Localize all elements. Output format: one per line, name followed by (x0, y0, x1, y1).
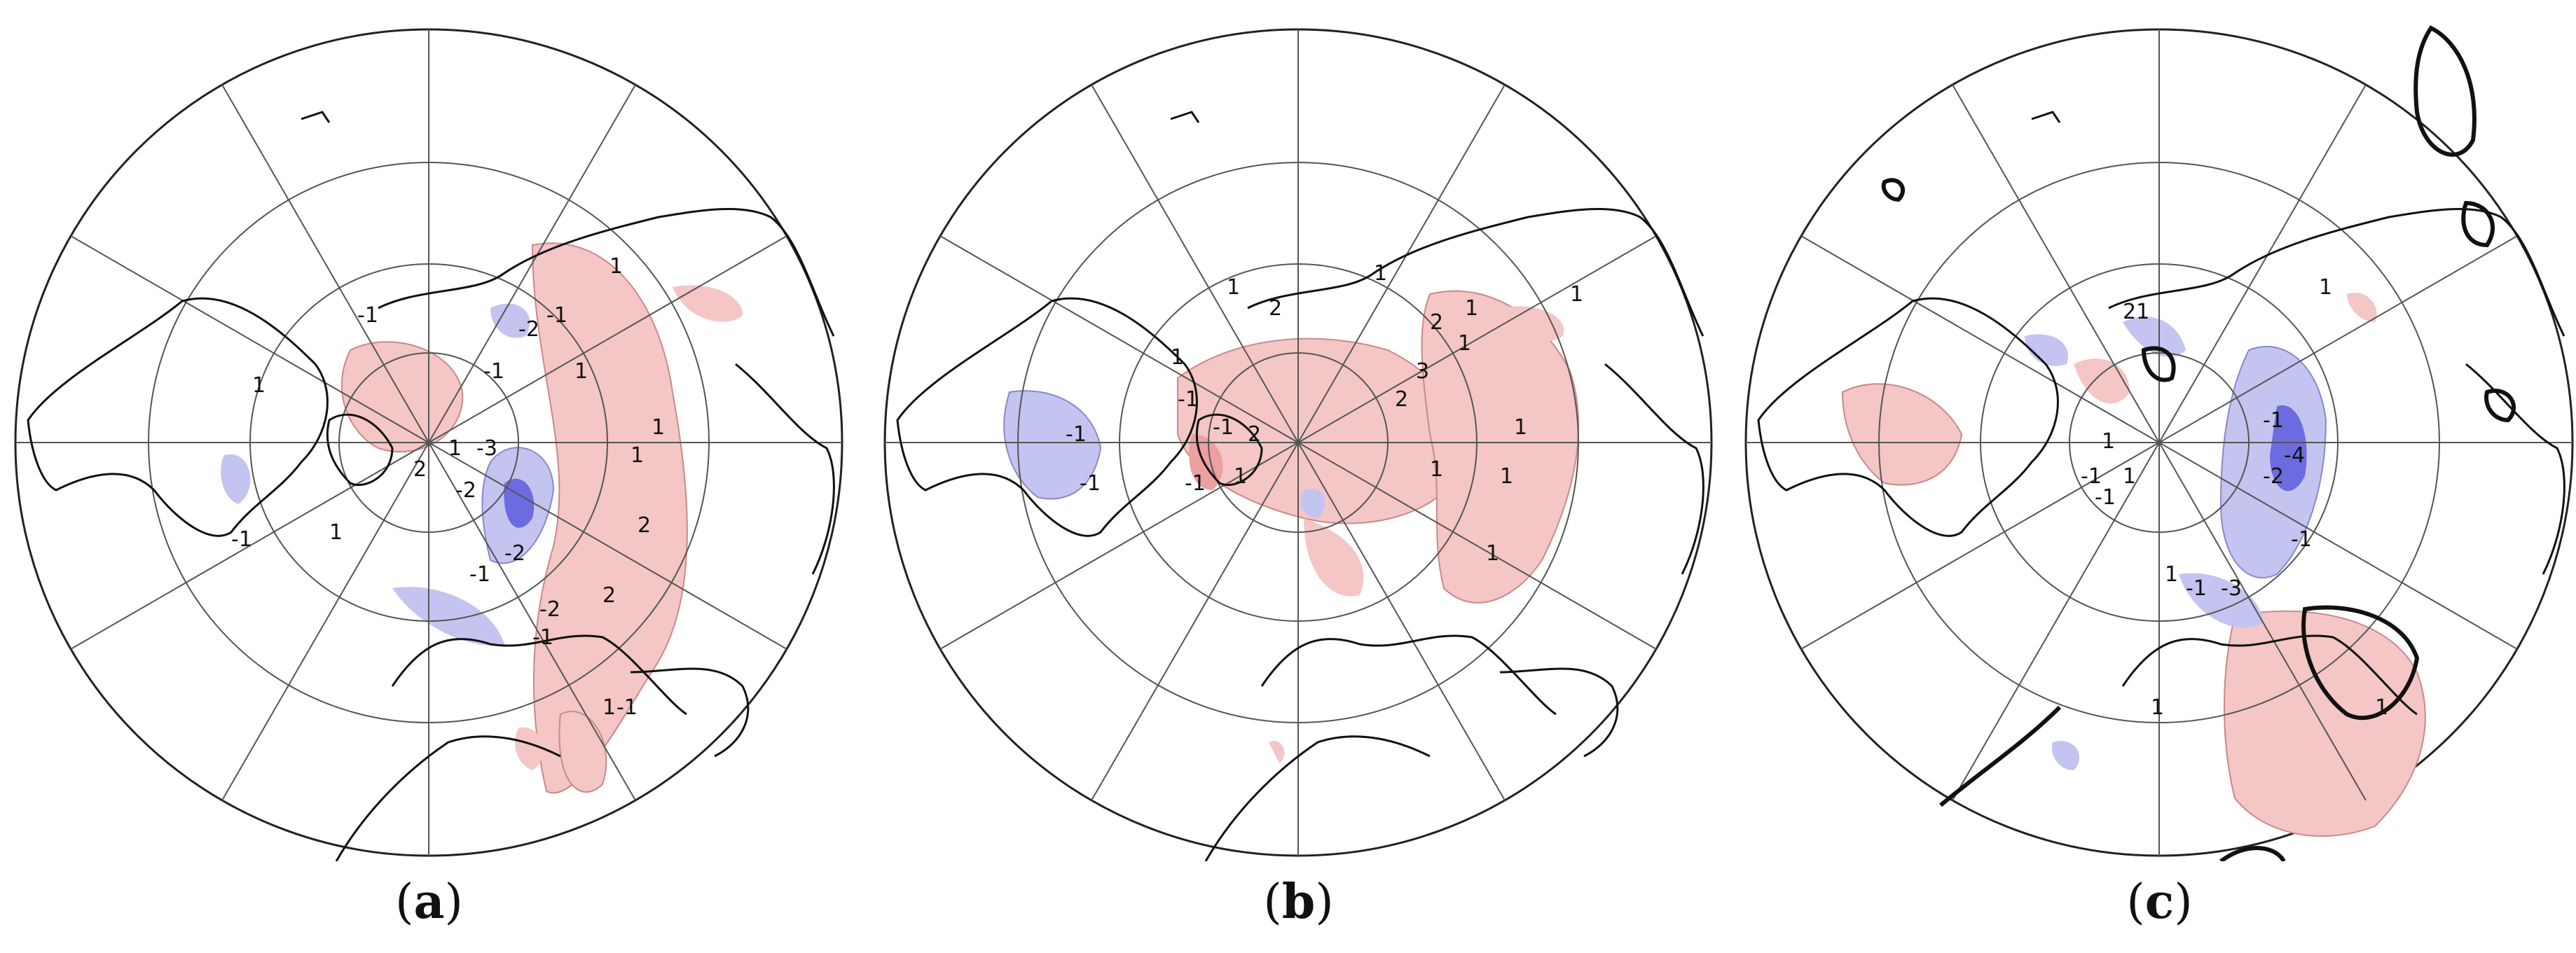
contour-label: 21 (2123, 300, 2149, 324)
contour-label: -1 (357, 303, 378, 328)
contour-label: 1 (1374, 261, 1387, 286)
contour-label: -1 (1185, 471, 1206, 496)
contour-label: 1 (574, 359, 588, 384)
negative-anomaly-regions (221, 303, 555, 646)
coastlines (896, 111, 1704, 861)
meridian-lines (885, 29, 1711, 856)
positive-anomaly-regions (340, 242, 743, 794)
polar-map-b: 1 1 2 -1 1 2 1 -1 1 1 -1 3 2 1 1 1 1 1 -… (883, 28, 1713, 861)
contour-label: 1 (1430, 457, 1443, 482)
contour-label: -1 (469, 562, 490, 587)
contour-label: -1 (2095, 485, 2116, 510)
panel-caption-c: (c) (2126, 874, 2193, 930)
contour-label: 1 (2375, 695, 2388, 720)
meridian-lines (1746, 29, 2572, 856)
contour-label: 1 (652, 415, 665, 440)
contour-labels: 1 -1 1 -1 -2 -1 1 -3 2 -2 -1 -2 1 2 1 -2… (231, 254, 665, 720)
thick-contours (1881, 25, 2516, 861)
contour-label: 1 (1500, 464, 1513, 489)
contour-label: 1 (1465, 296, 1478, 321)
contour-label: 1 (1227, 275, 1240, 300)
contour-label: 2 (1269, 296, 1282, 321)
contour-label: 1 (2123, 464, 2136, 489)
meridian-lines (15, 29, 842, 856)
contour-label: -1 (2263, 408, 2284, 433)
contour-label: 1 (609, 254, 623, 279)
contour-label: 2 (1395, 387, 1408, 412)
contour-label: 1 (1234, 464, 1247, 489)
contour-label: -2 (539, 597, 560, 622)
contour-label: 2 (602, 583, 616, 608)
contour-label: 2 (413, 457, 427, 482)
contour-label: -2 (455, 478, 476, 503)
polar-map-c: 21 1 -1 1 -4 -2 -1 -1 1 -1 -3 1 -1 1 1 (1744, 25, 2574, 861)
contour-label: 1 (1570, 282, 1583, 307)
panel-caption-b: (b) (1263, 874, 1334, 930)
contour-label: 1 (448, 436, 462, 461)
contour-label: -1 (617, 695, 638, 720)
contour-label: 1 (1458, 331, 1471, 356)
contour-label: 1 (602, 695, 616, 720)
contour-label: 1 (1171, 345, 1184, 370)
contour-label: -1 (1178, 387, 1199, 412)
contour-label: -2 (518, 317, 539, 342)
negative-anomaly-regions (2025, 316, 2327, 770)
contour-label: 1 (2151, 695, 2164, 720)
negative-anomaly-regions (1003, 390, 1325, 518)
contour-label: 1 (2165, 562, 2178, 587)
contour-label: -1 (1213, 415, 1234, 440)
contour-label: -1 (546, 303, 567, 328)
contour-label: 2 (1430, 310, 1443, 335)
contour-label: -1 (483, 359, 504, 384)
contour-label: -1 (1066, 422, 1087, 447)
contour-label: 1 (1514, 415, 1527, 440)
contour-label: -1 (2186, 576, 2207, 601)
map-panel-a: 1 -1 1 -1 -2 -1 1 -3 2 -2 -1 -2 1 2 1 -2… (0, 0, 858, 953)
contour-label: 2 (638, 513, 651, 538)
contour-label: -1 (231, 527, 252, 552)
contour-label: -2 (2263, 464, 2284, 489)
contour-labels: 1 1 2 -1 1 2 1 -1 1 1 -1 3 2 1 1 1 1 1 -… (1066, 261, 1583, 566)
contour-label: -1 (2291, 527, 2312, 552)
coastlines (27, 111, 835, 861)
contour-label: 1 (631, 443, 644, 468)
panel-caption-a: (a) (394, 874, 464, 930)
contour-label: 1 (1486, 541, 1499, 566)
contour-label: 1 (329, 520, 343, 545)
map-panel-c: 21 1 -1 1 -4 -2 -1 -1 1 -1 -3 1 -1 1 1 (… (1730, 0, 2576, 953)
contour-label: 2 (1248, 422, 1261, 447)
contour-label: 3 (1416, 359, 1429, 384)
contour-label: -3 (2221, 576, 2242, 601)
contour-label: 1 (2319, 275, 2332, 300)
contour-label: -1 (1080, 471, 1101, 496)
map-panel-b: 1 1 2 -1 1 2 1 -1 1 1 -1 3 2 1 1 1 1 1 -… (869, 0, 1728, 953)
contour-labels: 21 1 -1 1 -4 -2 -1 -1 1 -1 -3 1 -1 1 1 (2081, 275, 2388, 720)
contour-label: -1 (2081, 464, 2102, 489)
contour-label: -4 (2284, 443, 2305, 468)
contour-label: 1 (2102, 429, 2115, 454)
contour-label: -2 (504, 541, 525, 566)
polar-map-a: 1 -1 1 -1 -2 -1 1 -3 2 -2 -1 -2 1 2 1 -2… (14, 28, 843, 861)
contour-label: -3 (476, 436, 497, 461)
contour-label: -1 (532, 625, 553, 650)
contour-label: 1 (252, 373, 266, 398)
coastlines (1757, 111, 2565, 716)
positive-anomaly-regions (1841, 293, 2426, 837)
